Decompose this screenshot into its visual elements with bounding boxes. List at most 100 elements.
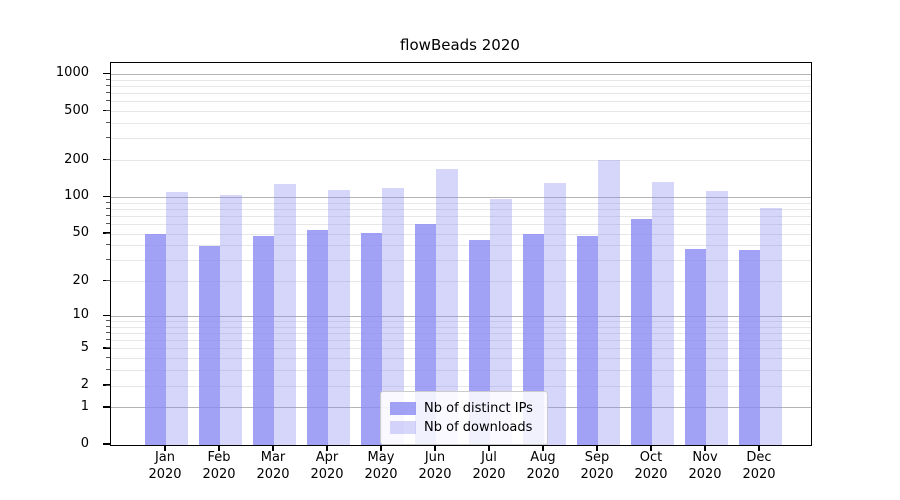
gridline-minor	[111, 340, 811, 342]
gridline-minor	[111, 202, 811, 204]
y-tick-mark-minor	[106, 331, 110, 333]
legend-swatch-distinct-ips	[390, 402, 416, 415]
gridline-minor	[111, 370, 811, 372]
x-tick-label: Jun 2020	[418, 450, 452, 482]
gridline-minor	[111, 224, 811, 225]
bar-distinct-ips	[684, 248, 706, 445]
bar-downloads	[544, 183, 566, 445]
gridline-minor	[111, 138, 811, 140]
y-tick-label: 5	[80, 339, 89, 355]
gridline-minor	[111, 245, 811, 247]
y-tick-mark	[103, 72, 110, 75]
bar-distinct-ips	[252, 236, 274, 445]
x-tick-label: Oct 2020	[634, 450, 668, 482]
x-tick-mark	[326, 445, 328, 451]
x-tick-label: May 2020	[364, 450, 398, 482]
gridline-minor	[111, 111, 811, 113]
legend: Nb of distinct IPs Nb of downloads	[380, 391, 548, 445]
y-tick-label: 500	[64, 102, 89, 118]
y-tick-mark-minor	[106, 325, 110, 327]
y-tick-label: 50	[72, 225, 89, 241]
x-tick-mark	[380, 445, 382, 451]
y-tick-mark-minor	[106, 84, 110, 86]
bar-distinct-ips	[360, 233, 382, 445]
bar-distinct-ips	[144, 234, 166, 445]
y-tick-mark	[103, 443, 110, 445]
y-tick-label: 20	[72, 272, 89, 288]
x-tick-label: Nov 2020	[688, 450, 722, 482]
y-tick-mark-minor	[106, 78, 110, 80]
y-tick-mark-minor	[106, 223, 110, 224]
bar-distinct-ips	[198, 245, 220, 445]
x-tick-label: Jul 2020	[472, 450, 506, 482]
gridline-minor	[111, 85, 811, 87]
bar-downloads	[328, 190, 350, 445]
legend-label-downloads: Nb of downloads	[424, 420, 533, 435]
y-tick-mark-minor	[106, 122, 110, 123]
y-tick-mark-minor	[106, 214, 110, 216]
legend-swatch-downloads	[390, 421, 416, 434]
bar-distinct-ips	[738, 249, 760, 445]
y-tick-mark-minor	[106, 232, 110, 234]
y-tick-mark-minor	[106, 244, 110, 246]
y-tick-label: 1000	[55, 65, 89, 81]
y-tick-mark	[103, 314, 110, 317]
y-tick-label: 0	[80, 436, 89, 451]
gridline-minor	[111, 385, 811, 387]
chart-title: flowBeads 2020	[400, 36, 520, 54]
bar-downloads	[706, 191, 728, 445]
bar-distinct-ips	[576, 236, 598, 445]
gridline-minor	[111, 93, 811, 95]
gridline-minor	[111, 348, 811, 350]
y-tick-mark-minor	[106, 369, 110, 371]
gridline-major	[111, 315, 811, 317]
x-tick-mark	[164, 445, 166, 451]
bar-distinct-ips	[414, 223, 436, 445]
y-tick-mark-minor	[106, 137, 110, 139]
y-tick-mark-minor	[106, 110, 110, 112]
gridline-minor	[111, 208, 811, 210]
bar-downloads	[760, 208, 782, 445]
legend-label-distinct-ips: Nb of distinct IPs	[424, 401, 533, 416]
gridline-minor	[111, 123, 811, 124]
gridline-minor	[111, 321, 811, 322]
gridline-major	[111, 73, 811, 75]
y-tick-label: 100	[64, 188, 89, 204]
gridline-minor	[111, 101, 811, 103]
gridline-minor	[111, 233, 811, 235]
plot-area: Nb of distinct IPs Nb of downloads	[110, 62, 812, 446]
y-tick-mark-minor	[106, 207, 110, 209]
bar-downloads	[436, 169, 458, 445]
x-tick-label: Dec 2020	[742, 450, 776, 482]
x-tick-mark	[650, 445, 652, 451]
x-tick-label: Aug 2020	[526, 450, 560, 482]
x-tick-label: Jan 2020	[148, 450, 182, 482]
x-tick-mark	[488, 445, 490, 451]
bar-downloads	[220, 195, 242, 445]
gridline-minor	[111, 281, 811, 283]
x-tick-label: Sep 2020	[580, 450, 614, 482]
y-tick-label: 10	[72, 307, 89, 323]
x-tick-mark	[272, 445, 274, 451]
y-tick-mark-minor	[106, 201, 110, 203]
bar-downloads	[652, 181, 674, 445]
gridline-minor	[111, 260, 811, 262]
gridline-minor	[111, 160, 811, 162]
gridline-minor	[111, 215, 811, 217]
y-tick-mark-minor	[106, 100, 110, 102]
gridline-minor	[111, 326, 811, 328]
bar-distinct-ips	[630, 219, 652, 445]
y-tick-label: 1	[80, 398, 89, 414]
y-tick-mark-minor	[106, 280, 110, 282]
y-tick-mark	[103, 406, 110, 408]
y-tick-mark-minor	[106, 92, 110, 94]
bar-downloads	[382, 188, 404, 445]
bar-downloads	[274, 183, 296, 445]
y-tick-mark-minor	[106, 159, 110, 161]
bar-downloads	[490, 198, 512, 445]
bar-downloads	[598, 159, 620, 445]
y-tick-mark-minor	[106, 347, 110, 349]
bar-distinct-ips	[306, 230, 328, 445]
x-tick-mark	[434, 445, 436, 451]
